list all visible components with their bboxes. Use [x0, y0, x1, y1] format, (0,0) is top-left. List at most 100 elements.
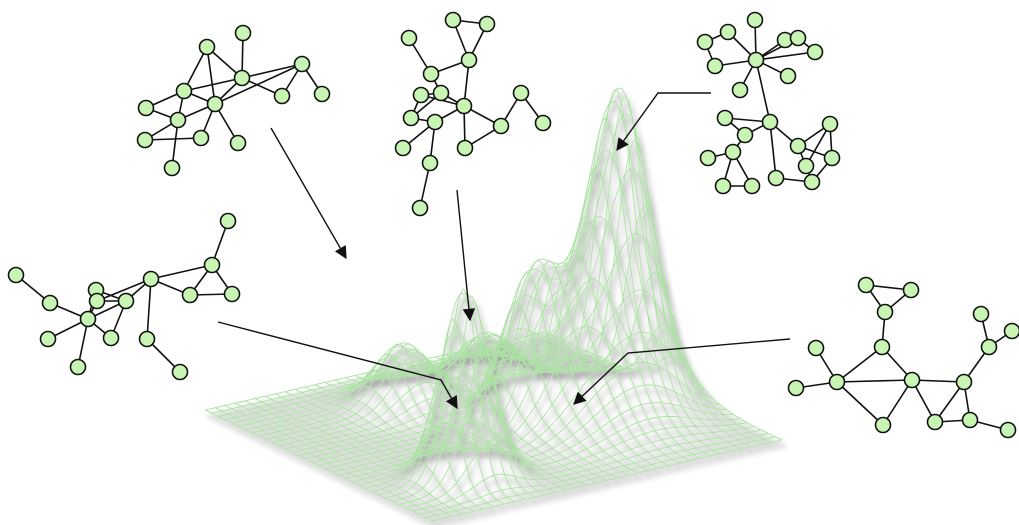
surface-mesh-line-u — [474, 116, 711, 457]
graph-node — [79, 310, 97, 328]
graph-node — [903, 371, 921, 389]
graph-node — [731, 81, 749, 99]
surface-mesh-line-v — [425, 436, 776, 519]
graph-edge — [206, 46, 216, 105]
graph-node — [198, 38, 216, 56]
graph-node — [719, 23, 737, 41]
surface-mesh-line-v — [331, 87, 678, 473]
arrow-top-center — [456, 189, 476, 322]
graph-node — [432, 84, 450, 102]
graph-node — [926, 413, 944, 431]
graph-node — [171, 363, 189, 381]
graph-structures — [7, 11, 1019, 439]
graph-edge — [755, 59, 771, 123]
graph-node — [460, 51, 478, 69]
graph-node — [534, 114, 552, 132]
graph-node — [746, 11, 764, 29]
surface-mesh-line-v — [385, 295, 734, 499]
graph-node — [163, 159, 181, 177]
graph-node — [394, 139, 412, 157]
pointer-arrows — [217, 92, 791, 410]
surface-mesh-line-u — [404, 272, 639, 474]
surface-mesh-line-v — [318, 149, 664, 466]
graph-edge — [755, 51, 816, 61]
graph-node — [767, 169, 785, 187]
graph-node — [102, 329, 120, 347]
surface-mesh-line-v — [431, 439, 783, 522]
graph-node — [223, 285, 241, 303]
surface-mesh-line-v — [378, 292, 727, 496]
graph-node — [876, 303, 894, 321]
graph-node — [724, 143, 742, 161]
arrow-mid-left — [217, 321, 458, 410]
graph-node — [706, 57, 724, 75]
surface-mesh-line-v — [325, 100, 671, 470]
graph-edge — [96, 278, 152, 302]
graph-node — [169, 111, 187, 129]
graph-node — [980, 338, 998, 356]
surface-mesh-line-u — [464, 166, 700, 459]
graph-node — [175, 82, 193, 100]
graph-node — [789, 29, 807, 47]
graph-node — [972, 305, 990, 323]
surface-mesh-line-v — [398, 394, 748, 506]
graph-node — [181, 286, 199, 304]
graph-node — [807, 339, 825, 357]
graph-node — [714, 177, 732, 195]
graph-node — [492, 117, 510, 135]
graph-node — [999, 421, 1017, 439]
surface-mesh-line-u — [454, 215, 690, 462]
graph-node — [716, 109, 734, 127]
graph-node — [142, 270, 160, 288]
graph-node — [293, 55, 311, 73]
graph-node — [137, 99, 155, 117]
graph-node — [902, 281, 920, 299]
graph-node — [273, 87, 291, 105]
graph-node — [512, 84, 530, 102]
surface-mesh-line-u — [504, 140, 742, 450]
graph-node — [117, 292, 135, 310]
graph-node — [41, 294, 59, 312]
graph-node — [857, 276, 875, 294]
graph-node — [313, 85, 331, 103]
graph-edge — [911, 379, 965, 383]
arrow-right — [573, 338, 791, 405]
graph-node — [823, 149, 841, 167]
surface-mesh-line-v — [418, 432, 769, 515]
surface-mesh-line-v — [365, 331, 713, 489]
graph-node — [411, 199, 429, 217]
graph-node — [138, 330, 156, 348]
graph-node — [421, 154, 439, 172]
surface-mesh-line-u — [394, 301, 628, 476]
graph-node — [961, 411, 979, 429]
graph-node — [873, 338, 891, 356]
graph-edge — [146, 278, 152, 340]
graph-node — [234, 24, 252, 42]
graph-edge — [836, 346, 883, 383]
graph-node — [400, 29, 418, 47]
graph-node — [456, 139, 474, 157]
surface-mesh-line-u — [494, 96, 731, 452]
graph-node — [806, 43, 824, 61]
graph-edge — [836, 379, 913, 383]
graph-node — [455, 97, 473, 115]
surface-mesh-line-v — [224, 341, 567, 421]
graph-node — [874, 416, 892, 434]
surface-mesh-line-v — [338, 114, 685, 476]
surface-mesh-line-v — [405, 425, 755, 509]
surface-mesh-line-u — [524, 272, 762, 446]
surface-mesh-line-u — [484, 88, 721, 455]
graph-node — [402, 109, 420, 127]
graph-node — [426, 113, 444, 131]
graph-edge — [882, 379, 913, 426]
surface-mesh-line-u — [414, 259, 649, 472]
graph-node — [797, 157, 815, 175]
graph-edge — [183, 77, 243, 92]
surface-mesh-line-v — [411, 429, 762, 512]
graph-edge — [214, 63, 303, 105]
graph-node — [412, 86, 430, 104]
graph-node — [747, 51, 765, 69]
graph-node — [219, 212, 237, 230]
graph-node — [7, 266, 25, 284]
surface-mesh-line-u — [384, 339, 618, 479]
